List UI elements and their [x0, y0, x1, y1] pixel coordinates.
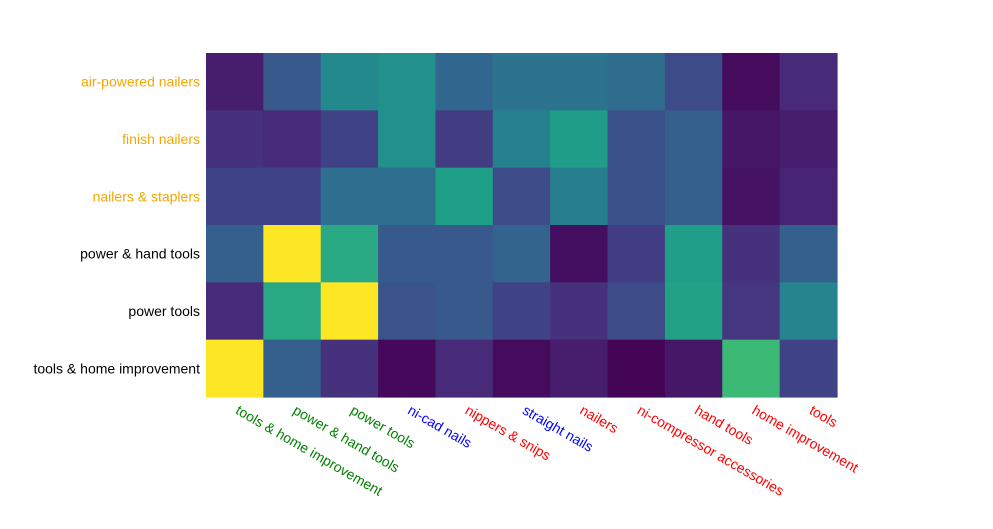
- heatmap-cell-tools-and-home-improvement-x-nippers-and-snips: [435, 339, 494, 398]
- heatmap-cell-air-powered-nailers-x-straight-nails: [492, 53, 551, 111]
- y-tick-label-finish-nailers: finish nailers: [122, 131, 200, 147]
- heatmap-cell-tools-and-home-improvement-x-tools: [779, 339, 838, 398]
- x-tick-label-ni-cad-nails: ni-cad nails: [405, 402, 474, 451]
- heatmap-cell-power-and-hand-tools-x-nailers: [550, 225, 609, 283]
- heatmap-cell-finish-nailers-x-tools: [779, 110, 838, 169]
- heatmap-cell-power-tools-x-home-improvement: [722, 282, 781, 341]
- heatmap-cell-power-tools-x-power-tools: [320, 282, 379, 341]
- heatmap-cell-tools-and-home-improvement-x-home-improvement: [722, 339, 781, 398]
- heatmap-cell-tools-and-home-improvement-x-straight-nails: [492, 339, 551, 398]
- heatmap-cell-nailers-and-staplers-x-tools-and-home-improvement: [206, 167, 264, 226]
- heatmap-cell-power-tools-x-tools-and-home-improvement: [206, 282, 264, 341]
- heatmap-cell-nailers-and-staplers-x-power-and-hand-tools: [263, 167, 322, 226]
- heatmap-cell-air-powered-nailers-x-nippers-and-snips: [435, 53, 494, 111]
- heatmap-cell-power-and-hand-tools-x-home-improvement: [722, 225, 781, 283]
- heatmap-cell-finish-nailers-x-power-and-hand-tools: [263, 110, 322, 169]
- heatmap-cell-power-tools-x-ni-compressor-accessories: [607, 282, 666, 341]
- heatmap-cell-air-powered-nailers-x-home-improvement: [722, 53, 781, 111]
- heatmap-cell-finish-nailers-x-tools-and-home-improvement: [206, 110, 264, 169]
- heatmap-cell-tools-and-home-improvement-x-ni-cad-nails: [378, 339, 437, 398]
- heatmap-cell-finish-nailers-x-home-improvement: [722, 110, 781, 169]
- heatmap-cell-finish-nailers-x-nailers: [550, 110, 609, 169]
- heatmap-cell-tools-and-home-improvement-x-tools-and-home-improvement: [206, 339, 264, 398]
- heatmap-cell-air-powered-nailers-x-power-tools: [320, 53, 379, 111]
- heatmap-cell-power-and-hand-tools-x-hand-tools: [664, 225, 723, 283]
- heatmap-cell-finish-nailers-x-ni-cad-nails: [378, 110, 437, 169]
- heatmap-cell-tools-and-home-improvement-x-ni-compressor-accessories: [607, 339, 666, 398]
- heatmap-cell-finish-nailers-x-ni-compressor-accessories: [607, 110, 666, 169]
- heatmap-cell-air-powered-nailers-x-nailers: [550, 53, 609, 111]
- y-tick-label-power-and-hand-tools: power & hand tools: [80, 246, 200, 262]
- heatmap-cells: [206, 53, 838, 398]
- heatmap-cell-nailers-and-staplers-x-ni-cad-nails: [378, 167, 437, 226]
- heatmap-cell-nailers-and-staplers-x-power-tools: [320, 167, 379, 226]
- heatmap-cell-air-powered-nailers-x-power-and-hand-tools: [263, 53, 322, 111]
- heatmap-cell-power-tools-x-ni-cad-nails: [378, 282, 437, 341]
- heatmap-cell-air-powered-nailers-x-tools-and-home-improvement: [206, 53, 264, 111]
- heatmap-cell-tools-and-home-improvement-x-power-tools: [320, 339, 379, 398]
- heatmap-cell-power-tools-x-nailers: [550, 282, 609, 341]
- y-axis-tick-labels: air-powered nailers finish nailers nailers…: [33, 74, 200, 377]
- heatmap-cell-nailers-and-staplers-x-nailers: [550, 167, 609, 226]
- heatmap-cell-power-tools-x-nippers-and-snips: [435, 282, 494, 341]
- heatmap-cell-tools-and-home-improvement-x-power-and-hand-tools: [263, 339, 322, 398]
- y-tick-label-tools-and-home-improvement: tools & home improvement: [33, 360, 200, 376]
- heatmap-cell-tools-and-home-improvement-x-nailers: [550, 339, 609, 398]
- heatmap-cell-power-tools-x-power-and-hand-tools: [263, 282, 322, 341]
- heatmap-cell-air-powered-nailers-x-hand-tools: [664, 53, 723, 111]
- heatmap-cell-nailers-and-staplers-x-hand-tools: [664, 167, 723, 226]
- heatmap-cell-tools-and-home-improvement-x-hand-tools: [664, 339, 723, 398]
- heatmap-cell-power-and-hand-tools-x-tools: [779, 225, 838, 283]
- y-tick-label-nailers-and-staplers: nailers & staplers: [93, 188, 200, 204]
- heatmap-cell-nailers-and-staplers-x-home-improvement: [722, 167, 781, 226]
- heatmap-cell-air-powered-nailers-x-ni-compressor-accessories: [607, 53, 666, 111]
- heatmap-cell-nailers-and-staplers-x-nippers-and-snips: [435, 167, 494, 226]
- heatmap-cell-air-powered-nailers-x-tools: [779, 53, 838, 111]
- x-tick-label-home-improvement: home improvement: [749, 402, 861, 476]
- x-tick-label-nailers: nailers: [577, 402, 621, 436]
- heatmap-cell-finish-nailers-x-nippers-and-snips: [435, 110, 494, 169]
- heatmap-cell-air-powered-nailers-x-ni-cad-nails: [378, 53, 437, 111]
- heatmap-cell-power-and-hand-tools-x-nippers-and-snips: [435, 225, 494, 283]
- heatmap-cell-power-tools-x-tools: [779, 282, 838, 341]
- y-tick-label-power-tools: power tools: [128, 303, 200, 319]
- heatmap-cell-power-and-hand-tools-x-ni-cad-nails: [378, 225, 437, 283]
- heatmap-cell-power-and-hand-tools-x-straight-nails: [492, 225, 551, 283]
- heatmap-cell-power-and-hand-tools-x-tools-and-home-improvement: [206, 225, 264, 283]
- heatmap-cell-finish-nailers-x-hand-tools: [664, 110, 723, 169]
- x-tick-label-tools: tools: [807, 402, 841, 431]
- heatmap-cell-power-and-hand-tools-x-power-tools: [320, 225, 379, 283]
- heatmap-cell-nailers-and-staplers-x-ni-compressor-accessories: [607, 167, 666, 226]
- heatmap-cell-power-tools-x-hand-tools: [664, 282, 723, 341]
- y-tick-label-air-powered-nailers: air-powered nailers: [81, 74, 200, 90]
- heatmap-cell-finish-nailers-x-straight-nails: [492, 110, 551, 169]
- heatmap-cell-power-tools-x-straight-nails: [492, 282, 551, 341]
- heatmap-cell-nailers-and-staplers-x-straight-nails: [492, 167, 551, 226]
- heatmap-cell-power-and-hand-tools-x-power-and-hand-tools: [263, 225, 322, 283]
- heatmap-cell-nailers-and-staplers-x-tools: [779, 167, 838, 226]
- heatmap-cell-power-and-hand-tools-x-ni-compressor-accessories: [607, 225, 666, 283]
- heatmap-cell-finish-nailers-x-power-tools: [320, 110, 379, 169]
